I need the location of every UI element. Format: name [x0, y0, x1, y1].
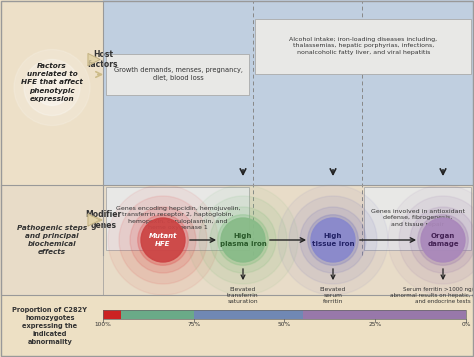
FancyBboxPatch shape: [365, 186, 472, 250]
Bar: [303, 310, 466, 318]
Text: 50%: 50%: [278, 322, 291, 327]
Bar: [0, 185, 474, 295]
Bar: [103, 185, 474, 255]
FancyBboxPatch shape: [107, 186, 249, 250]
Text: High
tissue iron: High tissue iron: [312, 233, 354, 247]
Text: 0%: 0%: [461, 322, 471, 327]
Polygon shape: [88, 54, 100, 65]
Circle shape: [399, 196, 474, 284]
Circle shape: [421, 218, 465, 262]
FancyBboxPatch shape: [107, 54, 249, 95]
Circle shape: [108, 185, 218, 295]
Text: Elevated
transferrin
saturation: Elevated transferrin saturation: [227, 287, 259, 305]
Circle shape: [199, 196, 287, 284]
Text: Organ
damage: Organ damage: [427, 233, 459, 247]
Bar: [103, 0, 474, 185]
Bar: [0, 295, 474, 357]
Circle shape: [388, 185, 474, 295]
Bar: [103, 310, 121, 318]
Circle shape: [278, 185, 388, 295]
Text: Mutant
HFE: Mutant HFE: [149, 233, 177, 247]
Circle shape: [418, 215, 468, 265]
Text: Factors
unrelated to
HFE that affect
phenotypic
expression: Factors unrelated to HFE that affect phe…: [21, 64, 83, 102]
Text: Serum ferritin >1000 ng/ml;
abnormal results on hepatic, glucose,
and endocrine : Serum ferritin >1000 ng/ml; abnormal res…: [390, 287, 474, 305]
Text: Growth demands, menses, pregnancy,
diet, blood loss: Growth demands, menses, pregnancy, diet,…: [114, 67, 242, 81]
Circle shape: [14, 50, 90, 126]
Text: High
plasma iron: High plasma iron: [219, 233, 266, 247]
Circle shape: [119, 196, 207, 284]
Text: 100%: 100%: [94, 322, 111, 327]
Circle shape: [221, 218, 265, 262]
Text: Proportion of C282Y
homozygotes
expressing the
indicated
abnormality: Proportion of C282Y homozygotes expressi…: [12, 307, 88, 345]
Circle shape: [300, 207, 366, 273]
Circle shape: [210, 207, 276, 273]
Text: Host
factors: Host factors: [88, 50, 119, 69]
Bar: [103, 310, 466, 318]
Text: 25%: 25%: [369, 322, 382, 327]
Circle shape: [218, 215, 268, 265]
Bar: [194, 310, 303, 318]
Text: Genes involved in antioxidant
defense, fibrogenesis,
and tissue repair: Genes involved in antioxidant defense, f…: [371, 209, 465, 227]
Text: 75%: 75%: [187, 322, 201, 327]
Circle shape: [130, 207, 196, 273]
Circle shape: [410, 207, 474, 273]
Circle shape: [188, 185, 298, 295]
Circle shape: [289, 196, 377, 284]
Polygon shape: [88, 214, 100, 226]
Circle shape: [308, 215, 358, 265]
Circle shape: [34, 70, 70, 106]
FancyBboxPatch shape: [255, 19, 472, 74]
Text: Pathogenic steps
and principal
biochemical
effects: Pathogenic steps and principal biochemic…: [17, 225, 87, 255]
Circle shape: [24, 60, 80, 116]
Text: Alcohol intake; iron-loading diseases including,
thalassemias, hepatic porphyria: Alcohol intake; iron-loading diseases in…: [290, 37, 438, 55]
Text: Modifier
genes: Modifier genes: [85, 210, 122, 230]
Text: Elevated
serum
ferritin: Elevated serum ferritin: [320, 287, 346, 305]
Circle shape: [311, 218, 355, 262]
Text: Genes encoding hepcidin, hemojuvelin,
transferrin receptor 2, haptoglobin,
hemop: Genes encoding hepcidin, hemojuvelin, tr…: [116, 206, 240, 230]
Circle shape: [141, 218, 185, 262]
Bar: [121, 310, 194, 318]
Circle shape: [138, 215, 188, 265]
